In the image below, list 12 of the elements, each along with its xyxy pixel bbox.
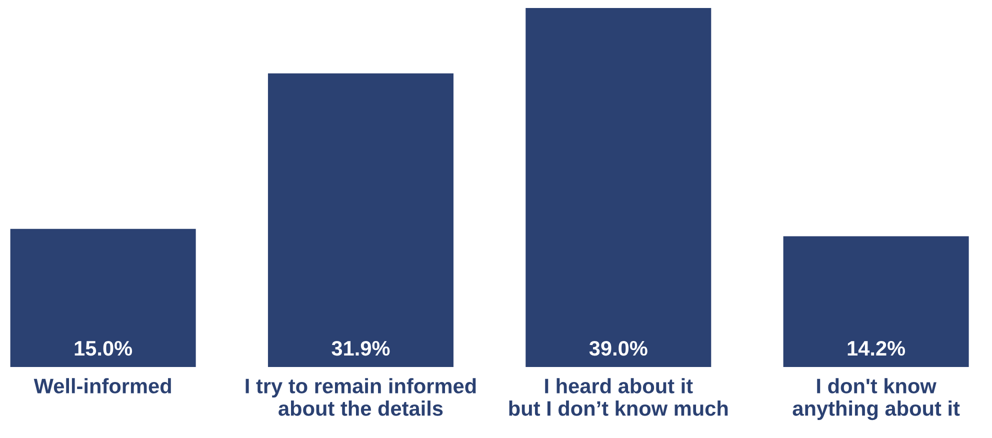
data-label: 15.0% <box>74 340 132 356</box>
bar <box>783 236 969 367</box>
bar <box>526 8 712 367</box>
x-tick-label: Well-informed <box>34 378 171 394</box>
data-label: 14.2% <box>848 340 906 356</box>
data-label: 39.0% <box>589 340 648 356</box>
x-tick-label: I try to remain informed about the details <box>246 378 476 416</box>
bar <box>268 73 454 367</box>
x-tick-label: I heard about it but I don’t know much <box>509 378 728 416</box>
bar <box>10 228 196 367</box>
data-label: 31.9% <box>332 340 390 356</box>
x-tick-label: I don't know anything about it <box>792 378 960 420</box>
